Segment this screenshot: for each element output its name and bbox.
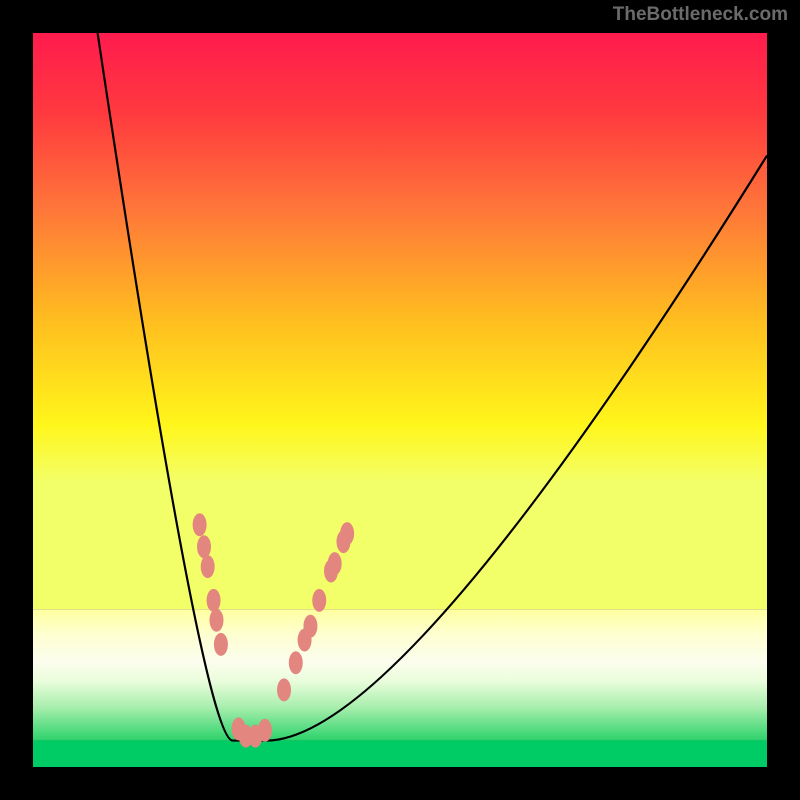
curve-marker xyxy=(289,651,303,674)
curve-marker xyxy=(312,589,326,612)
curve-marker xyxy=(201,555,215,578)
curve-marker xyxy=(214,633,228,656)
curve-marker xyxy=(210,609,224,632)
chart-gradient-band xyxy=(33,609,767,740)
curve-marker xyxy=(258,719,272,742)
curve-marker xyxy=(340,522,354,545)
curve-marker xyxy=(193,513,207,536)
chart-bottom-row xyxy=(33,741,767,767)
curve-marker xyxy=(197,535,211,558)
curve-marker xyxy=(303,615,317,638)
curve-marker xyxy=(277,678,291,701)
curve-marker xyxy=(328,552,342,575)
chart-container: { "watermark": { "text": "TheBottleneck.… xyxy=(0,0,800,800)
bottleneck-chart xyxy=(0,0,800,800)
curve-marker xyxy=(207,589,221,612)
watermark-text: TheBottleneck.com xyxy=(613,4,788,26)
